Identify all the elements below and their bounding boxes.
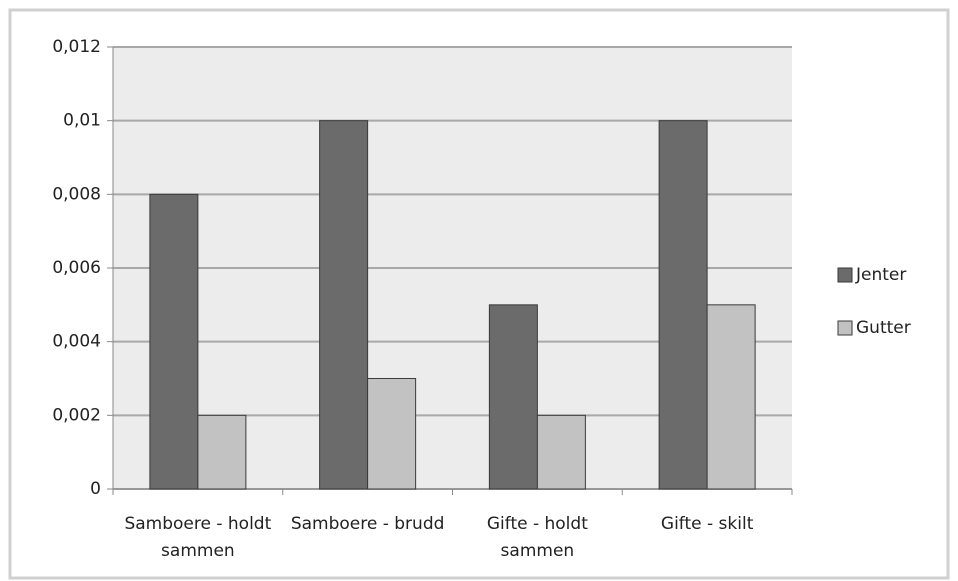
bar bbox=[197, 414, 247, 490]
bar bbox=[149, 193, 199, 490]
y-tick-label: 0,008 bbox=[52, 184, 101, 204]
y-tick-label: 0,004 bbox=[52, 332, 101, 352]
y-tick-label: 0 bbox=[90, 479, 101, 499]
x-tick-label: Samboere - holdt sammen bbox=[124, 514, 272, 561]
bar bbox=[319, 120, 369, 490]
bar bbox=[658, 120, 708, 490]
bar bbox=[367, 378, 417, 490]
y-tick-label: 0,01 bbox=[63, 111, 101, 131]
legend-label: Gutter bbox=[856, 318, 911, 338]
y-tick-label: 0,006 bbox=[52, 258, 101, 278]
y-tick-label: 0,002 bbox=[52, 405, 101, 425]
bar bbox=[536, 414, 586, 490]
legend-swatch bbox=[837, 267, 853, 283]
legend-label: Jenter bbox=[855, 265, 906, 285]
y-tick-label: 0,012 bbox=[52, 37, 101, 57]
legend-swatch bbox=[837, 320, 853, 336]
x-tick-label: Samboere - brudd bbox=[290, 514, 445, 534]
x-tick-label: Gifte - holdt sammen bbox=[486, 514, 588, 561]
bar bbox=[488, 304, 538, 490]
bar bbox=[706, 304, 756, 490]
x-tick-label: Gifte - skilt bbox=[660, 514, 754, 534]
